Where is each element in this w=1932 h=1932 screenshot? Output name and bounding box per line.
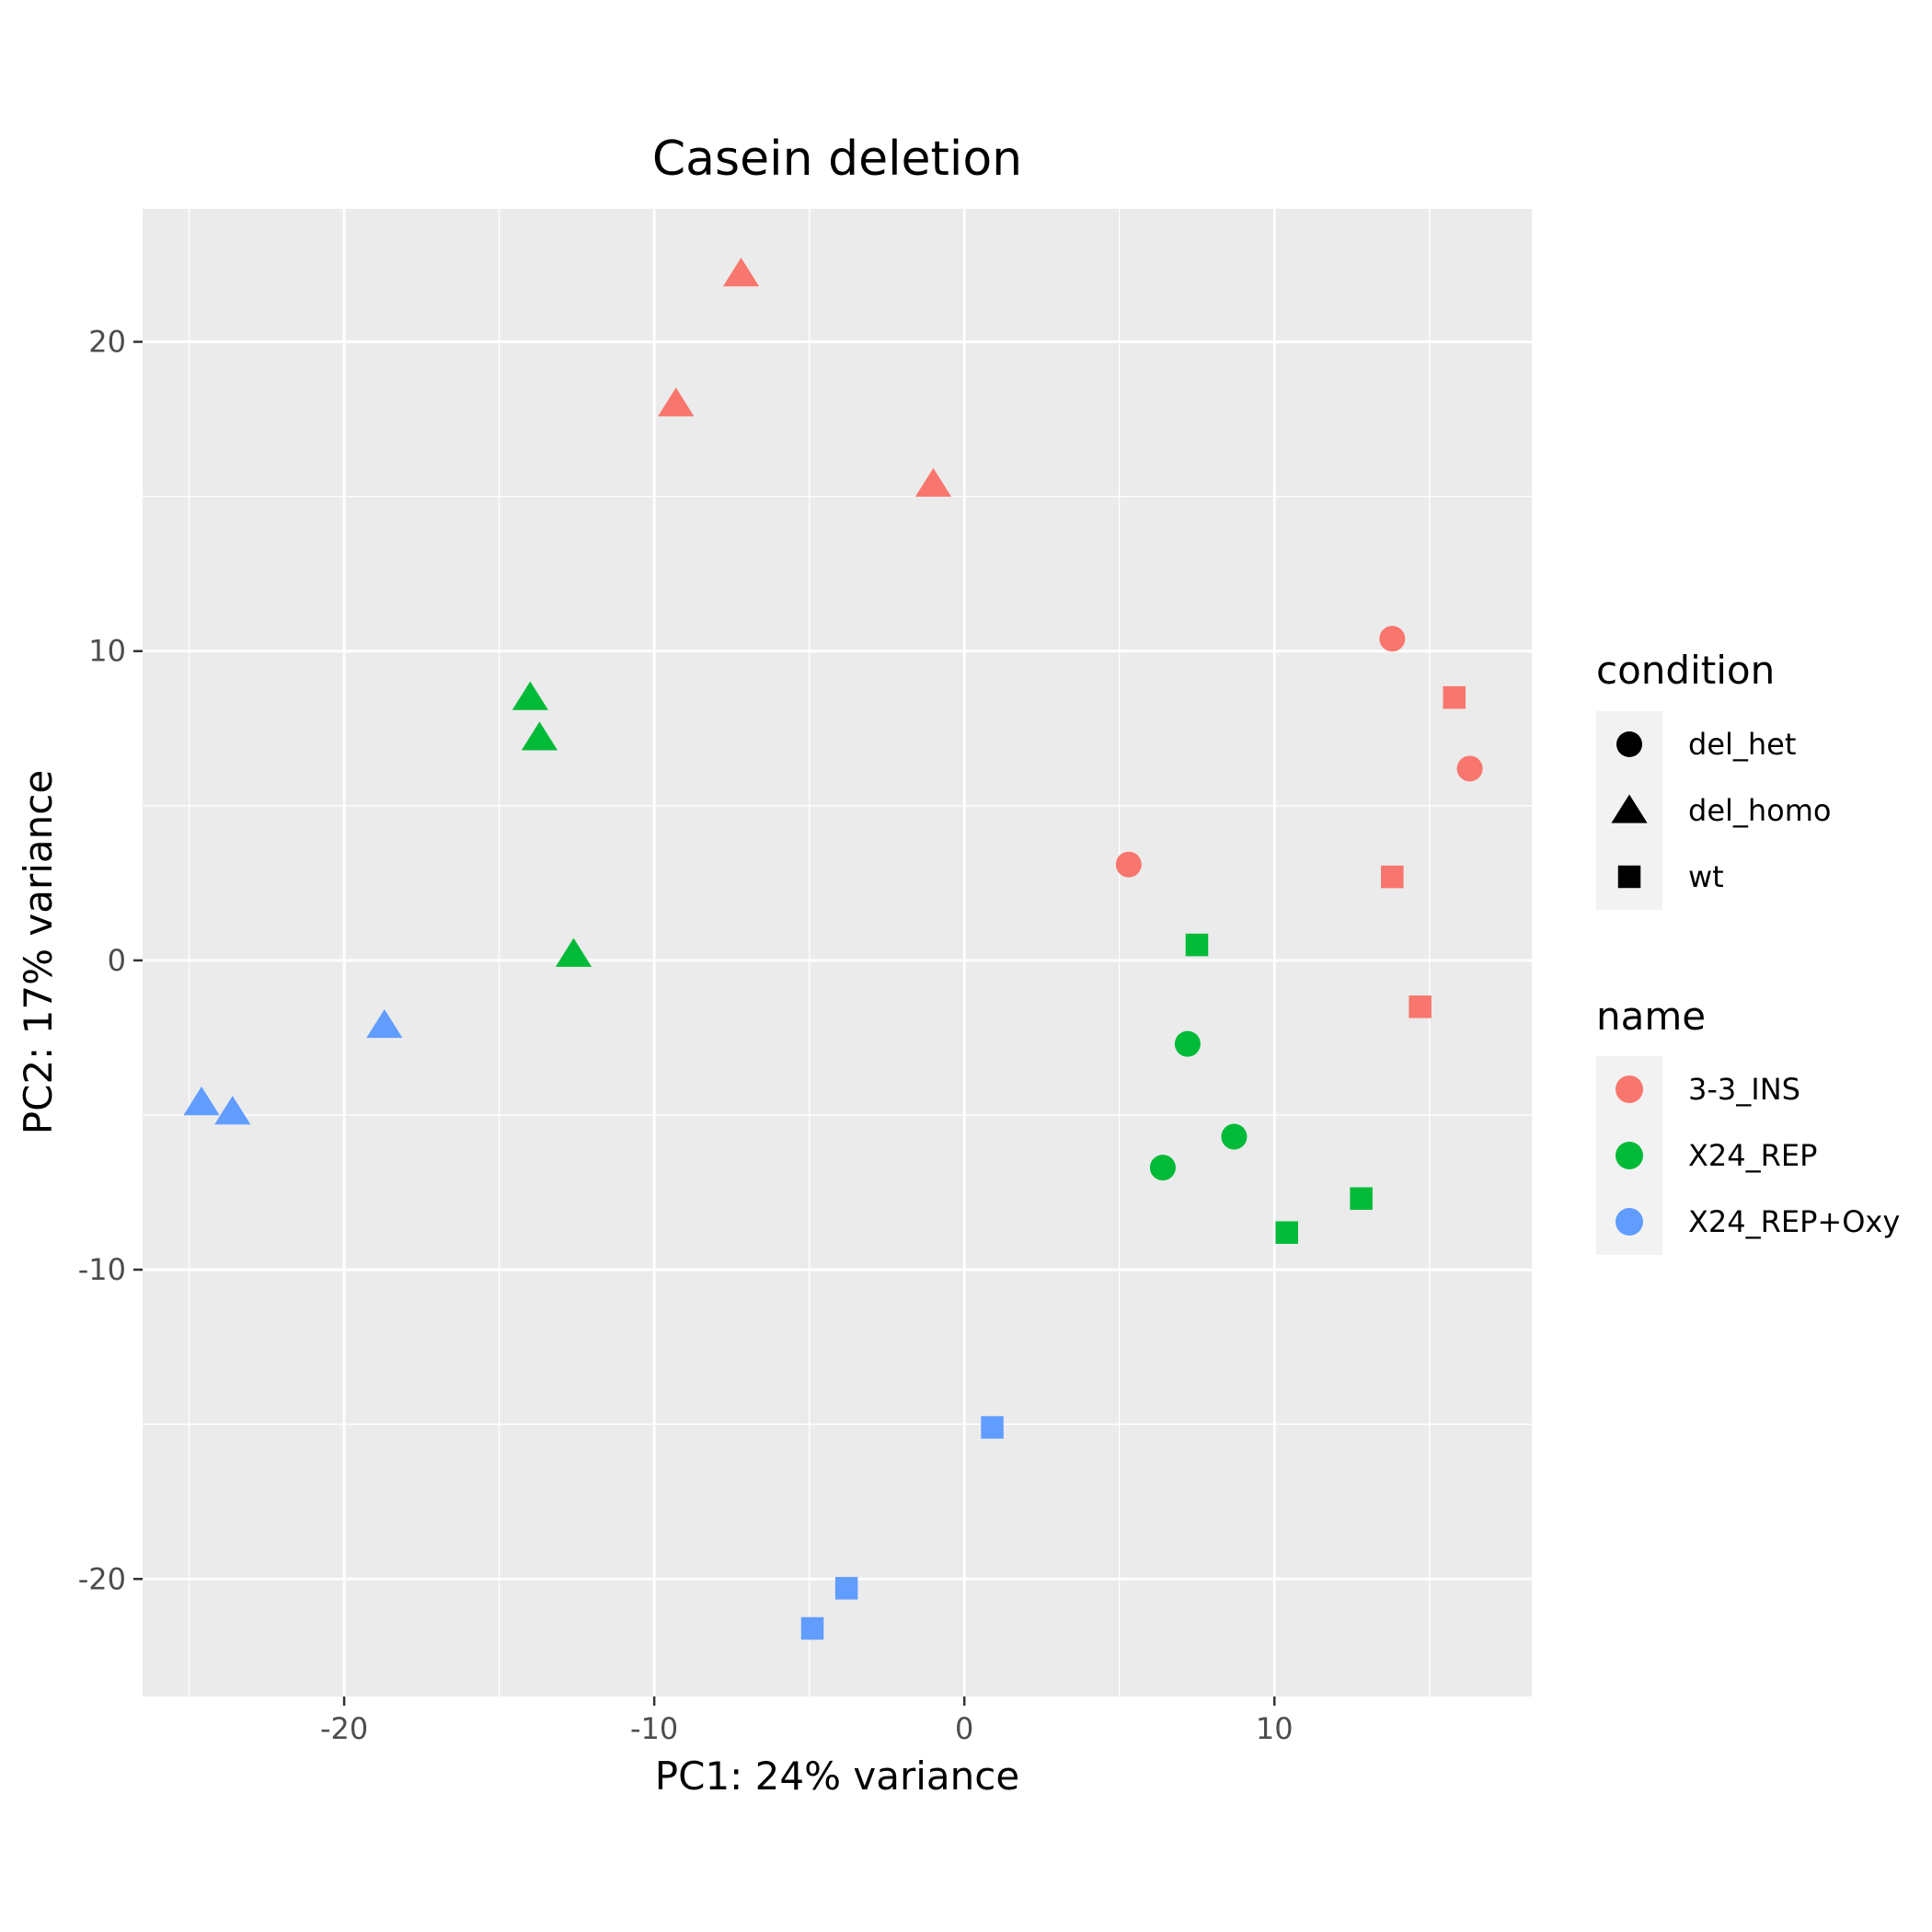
data-point <box>1149 1155 1176 1181</box>
x-tick-label: 0 <box>955 1711 973 1746</box>
legend-name-title: name <box>1596 994 1706 1039</box>
legend-name-label: X24_REP <box>1688 1138 1817 1173</box>
legend-name-label: 3-3_INS <box>1688 1072 1800 1107</box>
legend-condition-label: del_homo <box>1688 793 1832 828</box>
legend-key-triangle <box>1611 794 1648 823</box>
data-point <box>981 1416 1004 1439</box>
data-point <box>1381 865 1404 889</box>
data-point <box>1185 933 1209 957</box>
legend-condition-label: del_het <box>1688 727 1796 762</box>
data-point <box>1350 1187 1373 1211</box>
data-point <box>914 467 952 497</box>
data-point <box>834 1577 858 1600</box>
data-points <box>183 258 1483 1640</box>
panel-background <box>143 209 1532 1696</box>
x-axis-title: PC1: 24% variance <box>655 1754 1019 1799</box>
data-point <box>214 1096 251 1125</box>
axis-ticks <box>133 340 1276 1706</box>
chart-title: Casein deletion <box>652 132 1022 187</box>
legend-condition-label: wt <box>1688 859 1724 894</box>
legend-name: name 3-3_INS X24_REP X24_REP+Oxy <box>1596 994 1900 1255</box>
data-point <box>366 1009 403 1039</box>
data-point <box>1379 626 1406 652</box>
data-point <box>1443 685 1466 709</box>
x-tick-label: 10 <box>1256 1711 1294 1746</box>
data-point <box>555 937 592 967</box>
data-point <box>800 1616 824 1640</box>
data-point <box>722 258 760 287</box>
y-tick-label: 0 <box>108 943 126 978</box>
legend-key-color <box>1616 1142 1643 1169</box>
y-tick-label: -20 <box>78 1561 126 1596</box>
axis-tick-labels: -20 -10 0 10 20 10 0 -10 -20 <box>78 325 1294 1746</box>
legend-key-square <box>1617 865 1641 889</box>
x-tick-label: -20 <box>320 1711 368 1746</box>
data-point <box>1275 1221 1298 1244</box>
y-tick-label: -10 <box>78 1252 126 1287</box>
data-point <box>658 387 695 417</box>
y-axis-title: PC2: 17% variance <box>16 770 61 1134</box>
data-point <box>1174 1030 1201 1057</box>
data-point <box>1456 755 1483 782</box>
legend-key-color <box>1616 1208 1643 1236</box>
data-point <box>521 721 558 751</box>
legend-key-circle <box>1616 731 1642 757</box>
legend-name-label: X24_REP+Oxy <box>1688 1204 1900 1239</box>
x-tick-label: -10 <box>630 1711 678 1746</box>
y-tick-label: 20 <box>88 325 126 360</box>
data-point <box>1221 1123 1248 1150</box>
legend-key-color <box>1616 1075 1643 1103</box>
legend-condition-title: condition <box>1596 648 1775 693</box>
data-point <box>1115 851 1142 878</box>
y-tick-label: 10 <box>88 634 126 669</box>
data-point <box>1409 995 1432 1018</box>
grid-minor <box>143 209 1532 1696</box>
data-point <box>183 1087 220 1116</box>
data-point <box>512 681 548 710</box>
